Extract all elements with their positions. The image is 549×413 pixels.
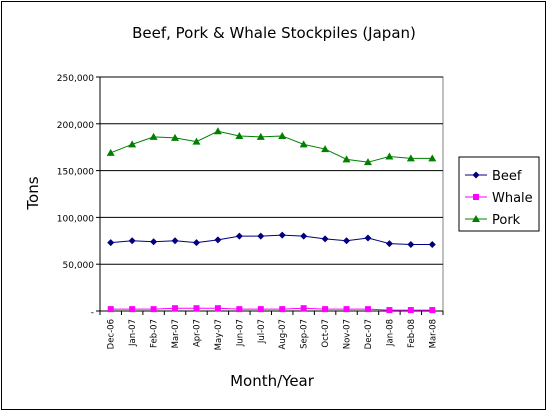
data-point-beef xyxy=(214,236,222,244)
series-beef xyxy=(107,231,436,249)
data-point-pork xyxy=(128,140,137,148)
data-point-pork xyxy=(385,152,394,160)
data-point-whale xyxy=(364,306,371,313)
data-point-beef xyxy=(128,237,136,245)
x-tick-label: Mar-07 xyxy=(171,319,181,348)
data-point-beef xyxy=(364,234,372,242)
data-point-whale xyxy=(279,306,286,313)
legend-marker-pork xyxy=(472,215,480,222)
legend-item-pork: Pork xyxy=(465,213,521,228)
data-point-beef xyxy=(385,240,393,248)
data-point-beef xyxy=(192,239,200,247)
x-tick-label: Jul-07 xyxy=(257,319,267,344)
data-point-whale xyxy=(386,307,393,314)
data-point-whale xyxy=(257,306,264,313)
data-point-pork xyxy=(256,132,265,140)
data-point-whale xyxy=(129,306,136,313)
data-point-beef xyxy=(428,241,436,249)
data-point-whale xyxy=(214,305,221,312)
x-tick-label: Aug-07 xyxy=(278,319,288,349)
data-point-pork xyxy=(235,131,244,139)
y-tick-label: 50,000 xyxy=(63,261,95,271)
y-tick-label: 250,000 xyxy=(57,74,94,84)
x-tick-label: Nov-07 xyxy=(343,319,353,349)
x-tick-label: May-07 xyxy=(214,319,224,350)
data-point-pork xyxy=(213,127,222,135)
data-point-whale xyxy=(172,305,179,312)
data-point-beef xyxy=(107,239,115,247)
data-point-beef xyxy=(171,237,179,245)
legend-marker-beef xyxy=(472,171,480,179)
series-whale xyxy=(107,305,436,314)
x-tick-label: Sep-07 xyxy=(300,319,310,349)
data-point-beef xyxy=(343,237,351,245)
y-tick-label: - xyxy=(91,308,94,318)
y-tick-label: 150,000 xyxy=(57,168,94,178)
x-axis-label: Month/Year xyxy=(230,372,315,390)
y-tick-label: 100,000 xyxy=(57,214,94,224)
legend-label-whale: Whale xyxy=(492,191,533,206)
data-point-beef xyxy=(300,232,308,240)
y-axis-label: Tons xyxy=(24,176,42,210)
x-tick-label: Feb-08 xyxy=(407,319,417,348)
chart-title: Beef, Pork & Whale Stockpiles (Japan) xyxy=(132,24,416,42)
data-point-pork xyxy=(171,133,180,141)
legend-label-pork: Pork xyxy=(492,213,521,228)
x-tick-label: Dec-06 xyxy=(107,319,117,349)
plot-background xyxy=(99,76,444,312)
data-point-whale xyxy=(322,306,329,313)
data-point-whale xyxy=(236,306,243,313)
data-point-pork xyxy=(406,154,415,162)
data-point-whale xyxy=(300,305,307,312)
data-point-pork xyxy=(278,131,287,139)
data-point-beef xyxy=(321,235,329,243)
data-point-pork xyxy=(299,140,308,148)
y-axis-ticks: - 50,000 100,000 150,000 200,000 250,000 xyxy=(57,74,100,318)
data-point-beef xyxy=(407,241,415,249)
data-point-beef xyxy=(278,231,286,239)
series-line-beef xyxy=(110,234,433,246)
data-point-beef xyxy=(235,232,243,240)
data-point-whale xyxy=(150,306,157,313)
data-point-pork xyxy=(342,155,351,163)
plot-area xyxy=(99,76,444,312)
x-tick-label: Feb-07 xyxy=(150,319,160,348)
legend-item-beef: Beef xyxy=(465,169,522,184)
series-line-pork xyxy=(110,130,433,163)
data-point-pork xyxy=(106,148,115,156)
x-tick-label: Dec-07 xyxy=(364,319,374,349)
series-pork xyxy=(106,127,437,166)
data-point-pork xyxy=(428,154,437,162)
data-point-pork xyxy=(321,145,330,153)
data-point-whale xyxy=(193,305,200,312)
data-point-whale xyxy=(343,306,350,313)
series-line-whale xyxy=(110,307,433,311)
legend-item-whale: Whale xyxy=(465,191,533,206)
data-point-whale xyxy=(429,307,436,314)
data-point-pork xyxy=(363,158,372,166)
x-tick-label: Jan-08 xyxy=(385,319,395,347)
x-tick-label: Mar-08 xyxy=(428,319,438,348)
data-point-pork xyxy=(192,137,201,145)
y-tick-label: 200,000 xyxy=(57,121,94,131)
x-tick-label: Jun-07 xyxy=(235,319,245,347)
legend-label-beef: Beef xyxy=(492,169,522,184)
data-point-whale xyxy=(407,307,414,314)
legend-marker-whale xyxy=(473,194,479,200)
x-tick-label: Jan-07 xyxy=(128,319,138,347)
data-point-pork xyxy=(149,132,158,140)
x-tick-label: Oct-07 xyxy=(321,319,331,348)
data-point-beef xyxy=(257,232,265,240)
x-tick-label: Apr-07 xyxy=(192,319,202,347)
data-point-whale xyxy=(107,306,114,313)
legend: Beef Whale Pork xyxy=(458,156,540,232)
data-point-beef xyxy=(150,238,158,246)
series-layer xyxy=(106,127,437,314)
x-axis-ticks: Dec-06 Jan-07 Feb-07 Mar-07 Apr-07 May-07 Jun-… xyxy=(99,311,444,350)
